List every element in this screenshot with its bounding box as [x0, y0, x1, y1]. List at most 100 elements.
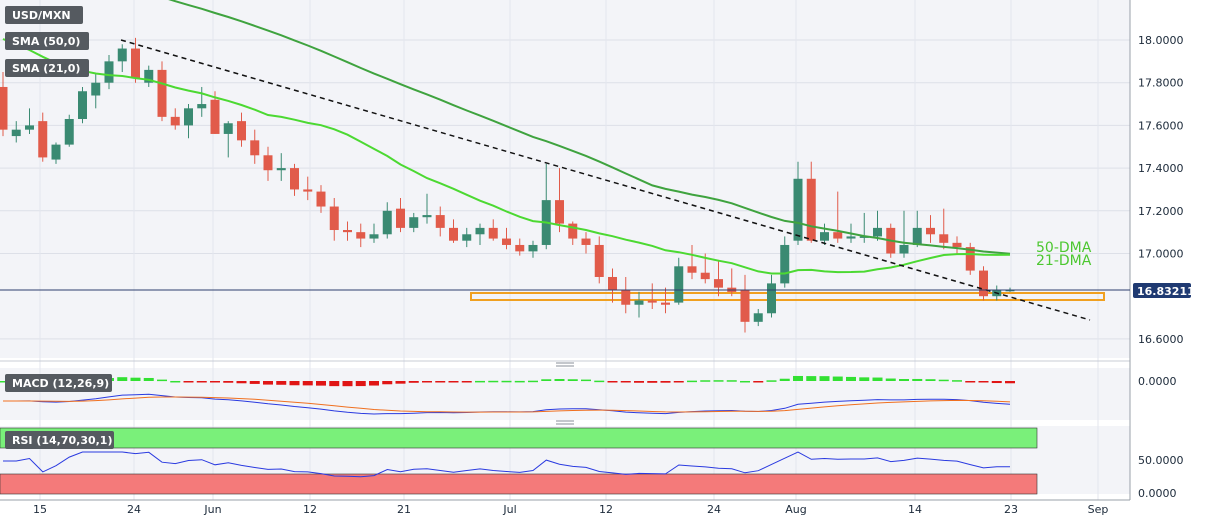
svg-text:USD/MXN: USD/MXN [12, 9, 71, 22]
macd-hist-bar [819, 376, 830, 381]
time-tick-label: Jul [502, 503, 516, 516]
macd-hist-bar [210, 381, 220, 383]
dma50-annotation: 50-DMA [1036, 240, 1092, 256]
macd-hist-bar [422, 381, 432, 383]
macd-hist-bar [329, 381, 340, 387]
macd-hist-bar [581, 379, 591, 382]
time-tick-label: 15 [33, 503, 47, 516]
candle-body [343, 230, 352, 233]
candle-body [899, 244, 909, 254]
rsi-legend[interactable]: RSI (14,70,30,1) [5, 431, 114, 449]
symbol-label[interactable]: USD/MXN [5, 6, 83, 24]
candle-body [303, 189, 313, 192]
macd-hist-bar [806, 376, 817, 381]
macd-hist-bar [541, 379, 552, 381]
candle-body [608, 276, 617, 290]
sma21-legend[interactable]: SMA (21,0) [5, 59, 89, 77]
macd-hist-bar [634, 381, 644, 383]
candle-body [396, 208, 405, 228]
price-tick-label: 18.0000 [1138, 34, 1184, 47]
candle-body [939, 234, 949, 243]
macd-hist-bar [302, 381, 313, 386]
macd-hist-bar [461, 381, 472, 383]
candle-body [674, 266, 684, 303]
time-tick-label: 23 [1004, 503, 1018, 516]
macd-hist-bar [369, 381, 379, 386]
last-price-tag: 16.83211 [1133, 283, 1195, 298]
candle-body [435, 215, 445, 228]
macd-legend[interactable]: MACD (12,26,9) [5, 374, 112, 392]
candle-body [91, 82, 101, 96]
candle-body [965, 247, 975, 271]
macd-hist-bar [528, 380, 538, 383]
sma21-line [2, 38, 1011, 275]
macd-hist-bar [660, 381, 671, 383]
macd-hist-bar [673, 381, 684, 383]
macd-hist-bar [289, 381, 300, 386]
macd-hist-bar [170, 380, 181, 383]
rsi-line [3, 451, 1010, 478]
candle-body [382, 210, 392, 235]
rsi-splitter-handle[interactable] [556, 420, 574, 425]
macd-hist-bar [885, 378, 896, 381]
candle-body [806, 178, 816, 241]
candle-body [11, 129, 21, 137]
time-tick-label: 12 [303, 503, 317, 516]
candle-body [237, 121, 246, 141]
macd-hist-bar [899, 379, 909, 381]
candle-body [846, 236, 856, 239]
macd-hist-bar [514, 380, 525, 383]
candle-body [197, 104, 207, 109]
macd-tick-label: 0.0000 [1138, 375, 1177, 388]
candle-body [873, 227, 882, 237]
candle-body [157, 69, 167, 117]
candle-body [409, 217, 419, 228]
macd-splitter-handle[interactable] [556, 362, 574, 367]
candle-body [581, 238, 591, 245]
rsi-tick-label: 0.0000 [1138, 487, 1177, 500]
macd-hist-bar [448, 381, 459, 383]
macd-signal-line [3, 396, 1011, 413]
svg-text:SMA (21,0): SMA (21,0) [12, 62, 80, 75]
candle-body [515, 244, 525, 252]
macd-hist-bar [713, 380, 724, 382]
candle-body [25, 125, 34, 130]
candle-body [634, 300, 644, 305]
sma50-legend[interactable]: SMA (50,0) [5, 32, 89, 50]
time-tick-label: 21 [397, 503, 411, 516]
candle-body [64, 118, 74, 145]
macd-hist-bar [832, 376, 843, 381]
macd-hist-bar [912, 378, 923, 381]
candle-body [78, 91, 87, 119]
macd-hist-bar [143, 377, 154, 381]
candle-body [555, 200, 564, 224]
macd-hist-bar [991, 381, 1002, 384]
candle-body [502, 238, 511, 245]
candle-body [170, 116, 180, 126]
macd-hist-bar [594, 380, 605, 383]
candle-body [568, 223, 578, 239]
macd-panel-bg [0, 368, 1130, 420]
macd-hist-bar [740, 380, 750, 383]
macd-hist-bar [925, 379, 936, 381]
macd-hist-bar [554, 379, 565, 381]
candle-body [0, 86, 8, 130]
macd-hist-bar [938, 379, 949, 382]
candle-body [475, 227, 485, 235]
candle-body [647, 300, 657, 303]
dma21-annotation: 21-DMA [1036, 253, 1092, 269]
macd-hist-bar [766, 380, 777, 382]
candle-body [316, 191, 326, 207]
candle-body [449, 227, 458, 241]
candle-body [184, 108, 193, 126]
time-tick-label: 12 [599, 503, 613, 516]
time-axis: 15 24 Jun 12 21 Jul 12 24 Aug 14 23 Sep [33, 503, 1108, 516]
macd-hist-bar [355, 381, 366, 387]
price-tick-label: 17.0000 [1138, 248, 1184, 261]
macd-hist-bar [687, 380, 697, 383]
macd-hist-bar [779, 378, 790, 381]
grid-lines [0, 0, 1130, 500]
macd-hist-bar [316, 381, 326, 386]
macd-hist-bar [607, 381, 618, 383]
candle-body [488, 227, 498, 239]
